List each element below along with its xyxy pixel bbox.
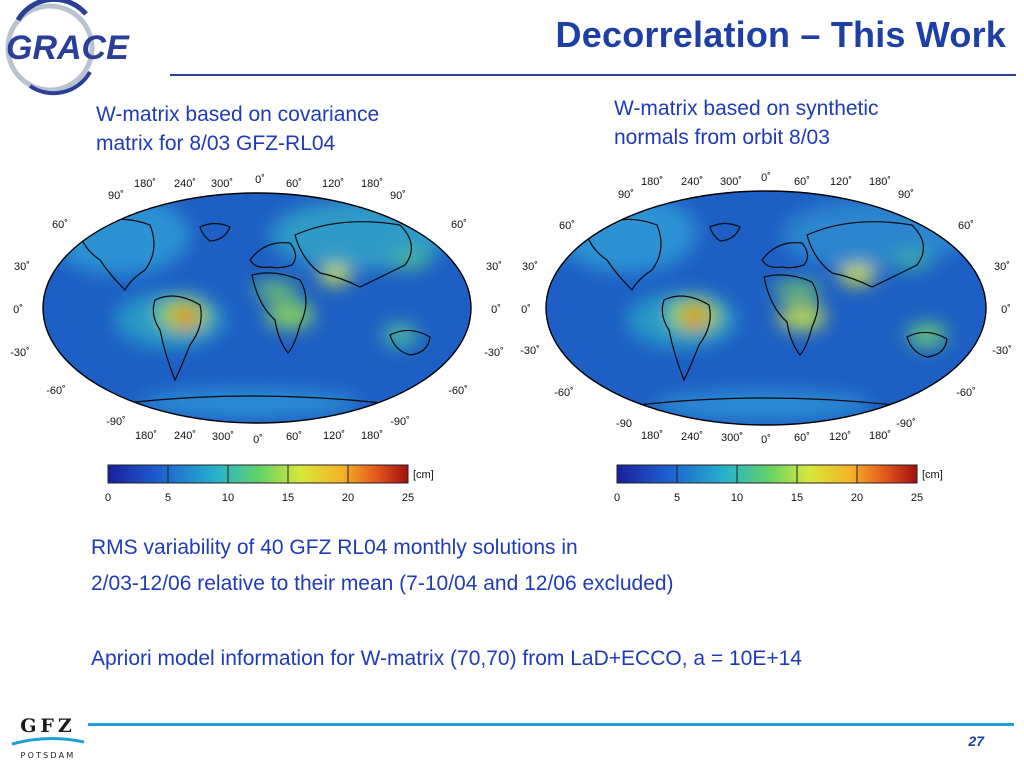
colorbar-tick: 25 <box>402 492 414 504</box>
gfz-logo-swoosh <box>11 736 85 746</box>
map-field <box>43 193 471 423</box>
page-title: Decorrelation – This Work <box>555 14 1006 55</box>
lat-label: 30˚ <box>486 261 502 273</box>
grace-logo-text: GRACE <box>6 29 130 67</box>
lat-label: -30˚ <box>520 345 540 357</box>
colorbar: [cm] 0 5 10 15 20 25 <box>105 464 434 504</box>
lat-label: 90˚ <box>390 190 406 202</box>
lat-label: 90˚ <box>108 190 124 202</box>
lon-label: 180˚ <box>361 178 383 190</box>
gfz-logo-text: GFZ <box>20 715 76 737</box>
lon-label: 60˚ <box>794 432 810 444</box>
lon-label: 240˚ <box>681 431 703 443</box>
grace-logo: GRACE <box>0 0 140 98</box>
colorbar: [cm] 0 5 10 15 20 25 <box>614 464 943 504</box>
description-line: 2/03-12/06 relative to their mean (7-10/… <box>91 572 674 595</box>
lon-label: 120˚ <box>829 431 851 443</box>
grace-logo-emblem <box>5 0 95 96</box>
lat-label: -30˚ <box>10 347 30 359</box>
lon-label: 180˚ <box>641 176 663 188</box>
colorbar-tick: 10 <box>222 492 234 504</box>
lon-label: 0˚ <box>761 172 771 184</box>
lon-label: 120˚ <box>322 178 344 190</box>
map-field <box>546 191 986 425</box>
lon-label: 300˚ <box>212 431 234 443</box>
lon-label: 240˚ <box>174 430 196 442</box>
colorbar-unit: [cm] <box>922 469 943 481</box>
page-number: 27 <box>968 733 984 749</box>
lon-label: 180˚ <box>361 430 383 442</box>
right-map-caption: W-matrix based on synthetic normals from… <box>614 94 879 152</box>
lat-label: 60˚ <box>451 219 467 231</box>
colorbar-tick: 15 <box>282 492 294 504</box>
lat-label: -60˚ <box>46 385 66 397</box>
lon-label: 300˚ <box>211 178 233 190</box>
lat-label: 30˚ <box>14 261 30 273</box>
lat-label: 0˚ <box>1001 304 1011 316</box>
lat-label: 60˚ <box>559 220 575 232</box>
lat-label: 0˚ <box>491 304 501 316</box>
colorbar-tick: 5 <box>674 492 680 504</box>
lat-label: 90˚ <box>898 189 914 201</box>
lon-label: 240˚ <box>174 178 196 190</box>
description-line: RMS variability of 40 GFZ RL04 monthly s… <box>91 536 578 559</box>
lon-label: 180˚ <box>134 178 156 190</box>
map-outline <box>42 192 472 424</box>
caption-line: W-matrix based on covariance <box>96 103 380 126</box>
apriori-note: Apriori model information for W-matrix (… <box>91 647 802 670</box>
caption-line: normals from orbit 8/03 <box>614 126 830 149</box>
title-divider <box>170 74 1016 76</box>
lon-label: 60˚ <box>286 178 302 190</box>
lat-label: 30˚ <box>522 261 538 273</box>
colorbar-tick: 10 <box>731 492 743 504</box>
lon-label: 180˚ <box>641 430 663 442</box>
lon-label: 300˚ <box>721 432 743 444</box>
colorbar-tick: 0 <box>614 492 620 504</box>
lat-label: 60˚ <box>958 220 974 232</box>
lat-label: 0˚ <box>521 304 531 316</box>
footer-divider <box>88 723 1014 726</box>
lat-label: -90 <box>616 418 632 430</box>
left-map-caption: W-matrix based on covariance matrix for … <box>96 100 379 158</box>
lon-label: 0˚ <box>255 174 265 186</box>
lat-label: 0˚ <box>13 304 23 316</box>
lat-label: -60˚ <box>554 387 574 399</box>
caption-line: W-matrix based on synthetic <box>614 97 879 120</box>
colorbar-tick: 25 <box>911 492 923 504</box>
colorbar-tick: 5 <box>165 492 171 504</box>
lon-label: 180˚ <box>869 176 891 188</box>
caption-line: matrix for 8/03 GFZ-RL04 <box>96 132 336 155</box>
lon-label: 0˚ <box>761 434 771 446</box>
lat-label: -90˚ <box>896 418 916 430</box>
gfz-logo: GFZ Potsdam <box>6 708 90 764</box>
colorbar-tick: 15 <box>791 492 803 504</box>
lon-label: 300˚ <box>720 176 742 188</box>
lon-label: 240˚ <box>681 176 703 188</box>
lon-label: 120˚ <box>830 176 852 188</box>
lon-label: 0˚ <box>253 434 263 446</box>
lat-label: -90˚ <box>106 416 126 428</box>
left-map-figure: 180˚ 240˚ 300˚ 0˚ 60˚ 120˚ 180˚ 180˚ 240… <box>10 174 504 504</box>
lon-label: 120˚ <box>323 430 345 442</box>
lon-label: 60˚ <box>286 431 302 443</box>
lon-label: 60˚ <box>794 176 810 188</box>
lat-label: 30˚ <box>994 261 1010 273</box>
colorbar-unit: [cm] <box>413 469 434 481</box>
lat-label: -60˚ <box>448 385 468 397</box>
lat-label: -90˚ <box>390 416 410 428</box>
lon-label: 180˚ <box>869 430 891 442</box>
lon-label: 180˚ <box>135 430 157 442</box>
lat-label: 90˚ <box>618 189 634 201</box>
lat-label: -30˚ <box>992 345 1012 357</box>
gfz-logo-subtext: Potsdam <box>21 751 76 760</box>
right-map-figure: 180˚ 240˚ 300˚ 0˚ 60˚ 120˚ 180˚ 180˚ 240… <box>520 172 1012 504</box>
colorbar-tick: 20 <box>342 492 354 504</box>
colorbar-tick: 0 <box>105 492 111 504</box>
map-outline <box>545 190 987 426</box>
colorbar-tick: 20 <box>851 492 863 504</box>
lat-label: -60˚ <box>956 387 976 399</box>
lat-label: -30˚ <box>484 347 504 359</box>
lat-label: 60˚ <box>52 219 68 231</box>
